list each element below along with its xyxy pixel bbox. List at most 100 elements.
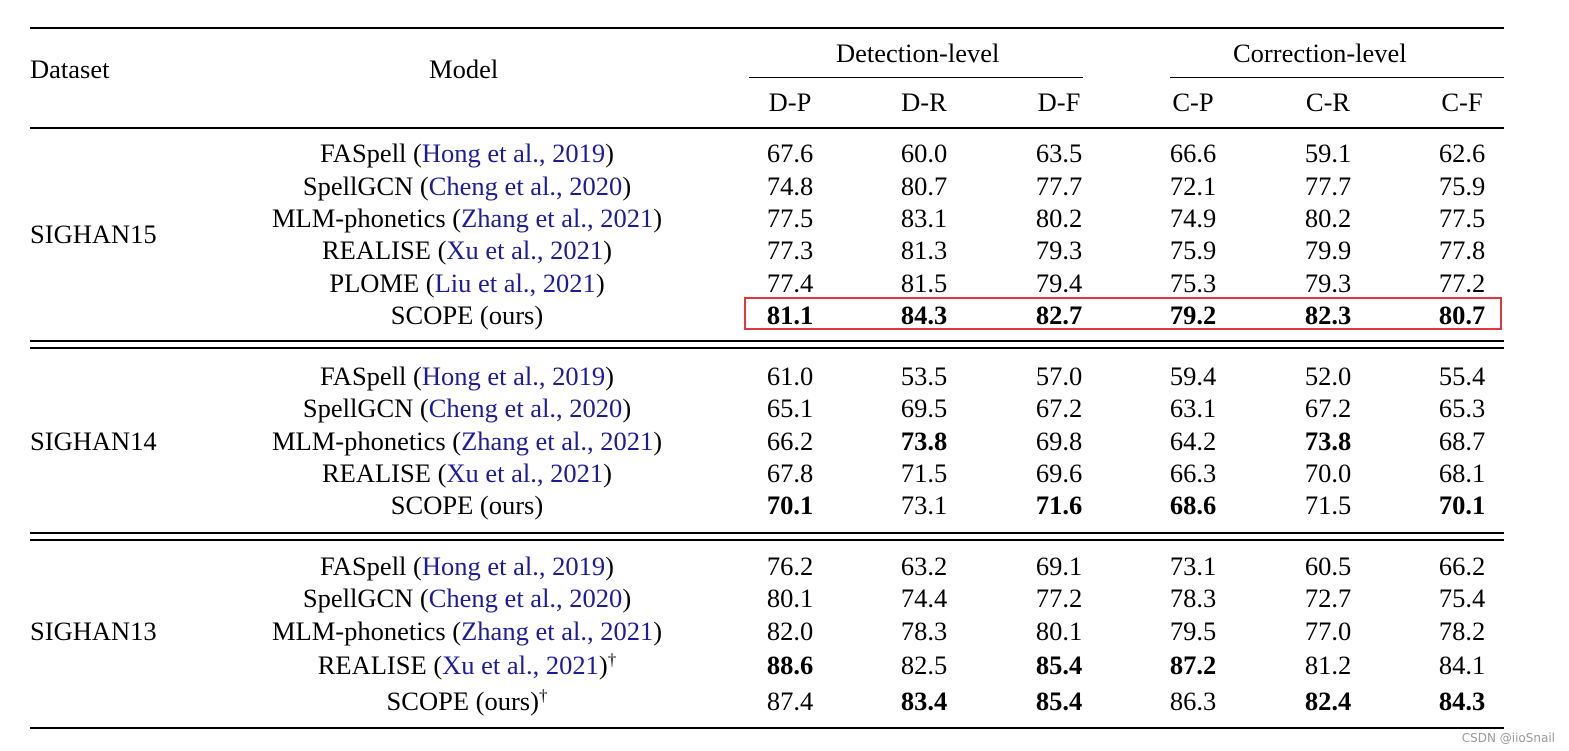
score-cell: 83.4 [900, 685, 948, 716]
score-cell: 80.2 [1304, 202, 1352, 233]
citation-open-paren: ( [419, 582, 429, 613]
score-cell: 59.4 [1169, 360, 1217, 391]
score-cell: 70.1 [766, 489, 814, 520]
score-cell: 68.7 [1438, 425, 1486, 456]
score-cell: 80.1 [766, 582, 814, 613]
header-metric-df: D-F [1037, 86, 1081, 117]
score-cell: 82.4 [1304, 685, 1352, 716]
model-cell: SCOPE (ours)† [240, 685, 694, 716]
model-name: SpellGCN [302, 582, 414, 613]
model-name: MLM-phonetics [271, 425, 446, 456]
score-cell: 63.2 [900, 550, 948, 581]
citation-open-paren: ( [425, 267, 435, 298]
score-cell: 81.1 [766, 299, 814, 330]
score-cell: 87.4 [766, 685, 814, 716]
score-cell: 77.4 [766, 267, 814, 298]
score-cell: 79.9 [1304, 234, 1352, 265]
citation-close-paren: ) [622, 582, 632, 613]
model-name: REALISE [317, 649, 427, 680]
correction-group-rule [1170, 77, 1504, 78]
score-cell: 77.5 [1438, 202, 1486, 233]
citation-close-paren: ) [605, 550, 614, 581]
score-cell: 78.3 [1169, 582, 1217, 613]
citation-link[interactable]: Hong et al., 2019 [421, 360, 606, 391]
score-cell: 53.5 [900, 360, 948, 391]
citation-link[interactable]: Xu et al., 2021 [446, 234, 604, 265]
citation-link[interactable]: Cheng et al., 2020 [428, 392, 623, 423]
citation-open-paren: ( [419, 392, 429, 423]
model-name: MLM-phonetics [271, 202, 446, 233]
header-model: Model [429, 53, 499, 84]
score-cell: 84.1 [1438, 649, 1486, 680]
model-cell: FASpell (Hong et al., 2019) [240, 140, 694, 167]
score-cell: 75.3 [1169, 267, 1217, 298]
citation-open-paren: ( [437, 457, 447, 488]
score-cell: 61.0 [766, 360, 814, 391]
score-cell: 72.1 [1169, 170, 1217, 201]
header-detection-level: Detection-level [836, 37, 1000, 68]
header-rule [30, 127, 1504, 129]
group-separator-rule-1a [30, 340, 1504, 342]
model-cell: REALISE (Xu et al., 2021)† [240, 649, 694, 680]
model-name: FASpell [320, 360, 407, 391]
citation-link[interactable]: Xu et al., 2021 [442, 649, 599, 680]
watermark: CSDN @iioSnail [1461, 731, 1555, 745]
detection-group-rule [749, 77, 1083, 78]
score-cell: 60.5 [1304, 550, 1352, 581]
score-cell: 75.9 [1438, 170, 1486, 201]
citation-link[interactable]: Zhang et al., 2021 [461, 615, 654, 646]
citation-link[interactable]: Xu et al., 2021 [446, 457, 604, 488]
score-cell: 79.2 [1169, 299, 1217, 330]
score-cell: 63.5 [1035, 137, 1083, 168]
header-metric-cf: C-F [1441, 86, 1483, 117]
score-cell: 82.0 [766, 615, 814, 646]
citation-close-paren: ) [653, 425, 663, 456]
score-cell: 67.2 [1035, 392, 1083, 423]
citation-close-paren: ) [653, 615, 663, 646]
score-cell: 70.0 [1304, 457, 1352, 488]
model-name: REALISE [322, 234, 431, 265]
dataset-label: SIGHAN14 [30, 425, 157, 456]
citation-link[interactable]: Cheng et al., 2020 [428, 170, 623, 201]
model-name: SCOPE (ours) [386, 685, 539, 716]
citation-open-paren: ( [437, 234, 447, 265]
score-cell: 74.8 [766, 170, 814, 201]
score-cell: 81.5 [900, 267, 948, 298]
citation-link[interactable]: Hong et al., 2019 [421, 550, 606, 581]
citation-link[interactable]: Liu et al., 2021 [434, 267, 596, 298]
score-cell: 77.5 [766, 202, 814, 233]
citation-link[interactable]: Zhang et al., 2021 [461, 202, 654, 233]
citation-close-paren: ) [622, 392, 632, 423]
score-cell: 79.5 [1169, 615, 1217, 646]
citation-open-paren: ( [452, 202, 462, 233]
score-cell: 80.7 [900, 170, 948, 201]
citation-open-paren: ( [452, 425, 462, 456]
score-cell: 81.2 [1304, 649, 1352, 680]
score-cell: 62.6 [1438, 137, 1486, 168]
model-cell: MLM-phonetics (Zhang et al., 2021) [240, 205, 694, 232]
score-cell: 67.2 [1304, 392, 1352, 423]
score-cell: 87.2 [1169, 649, 1217, 680]
score-cell: 67.8 [766, 457, 814, 488]
score-cell: 71.6 [1035, 489, 1083, 520]
citation-close-paren: ) [605, 360, 614, 391]
score-cell: 66.6 [1169, 137, 1217, 168]
score-cell: 84.3 [900, 299, 948, 330]
citation-link[interactable]: Cheng et al., 2020 [428, 582, 623, 613]
group-separator-rule-2a [30, 532, 1504, 534]
model-cell: SCOPE (ours) [240, 492, 694, 519]
score-cell: 73.1 [900, 489, 948, 520]
score-cell: 73.1 [1169, 550, 1217, 581]
score-cell: 77.0 [1304, 615, 1352, 646]
score-cell: 80.7 [1438, 299, 1486, 330]
citation-link[interactable]: Zhang et al., 2021 [461, 425, 654, 456]
citation-close-paren: ) [595, 267, 605, 298]
score-cell: 79.3 [1035, 234, 1083, 265]
citation-close-paren: ) [603, 457, 612, 488]
score-cell: 77.7 [1304, 170, 1352, 201]
model-cell: SpellGCN (Cheng et al., 2020) [240, 585, 694, 612]
top-rule [30, 27, 1504, 29]
score-cell: 69.1 [1035, 550, 1083, 581]
citation-link[interactable]: Hong et al., 2019 [421, 137, 606, 168]
score-cell: 75.9 [1169, 234, 1217, 265]
